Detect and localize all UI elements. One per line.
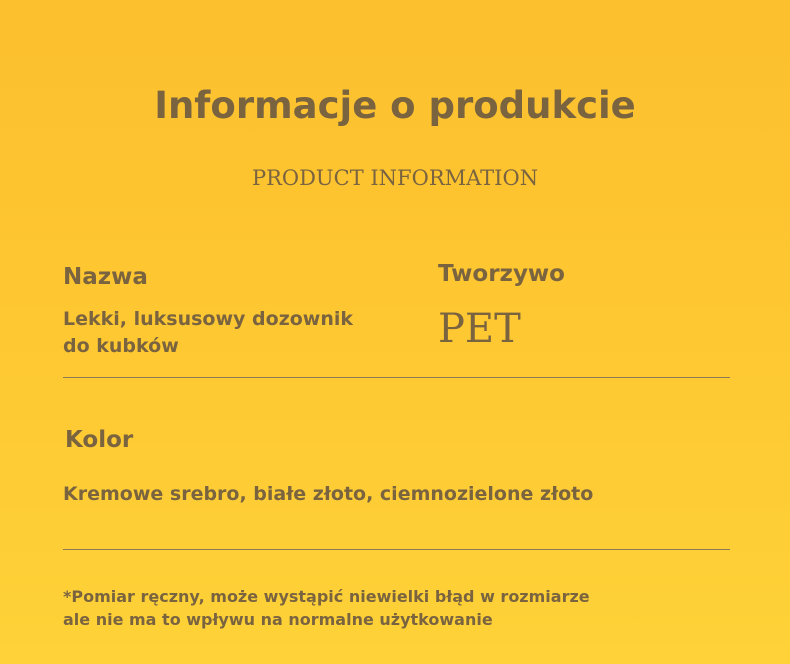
page-title: Informacje o produkcie bbox=[154, 84, 636, 127]
measurement-note: *Pomiar ręczny, może wystąpić niewielki … bbox=[63, 585, 590, 631]
page-subtitle: PRODUCT INFORMATION bbox=[251, 166, 539, 190]
name-value: Lekki, luksusowy dozownik do kubków bbox=[63, 306, 353, 360]
name-value-line1: Lekki, luksusowy dozownik bbox=[63, 308, 354, 330]
divider bbox=[63, 377, 730, 378]
divider bbox=[63, 549, 730, 550]
note-line2: ale nie ma to wpływu na normalne użytkow… bbox=[63, 610, 493, 629]
name-value-line2: do kubków bbox=[63, 335, 179, 357]
color-value: Kremowe srebro, białe złoto, ciemnozielo… bbox=[63, 483, 594, 505]
name-label: Nazwa bbox=[63, 264, 148, 290]
material-label: Tworzywo bbox=[438, 261, 565, 287]
material-value: PET bbox=[438, 306, 521, 352]
note-line1: *Pomiar ręczny, może wystąpić niewielki … bbox=[63, 587, 590, 606]
color-label: Kolor bbox=[65, 427, 134, 453]
